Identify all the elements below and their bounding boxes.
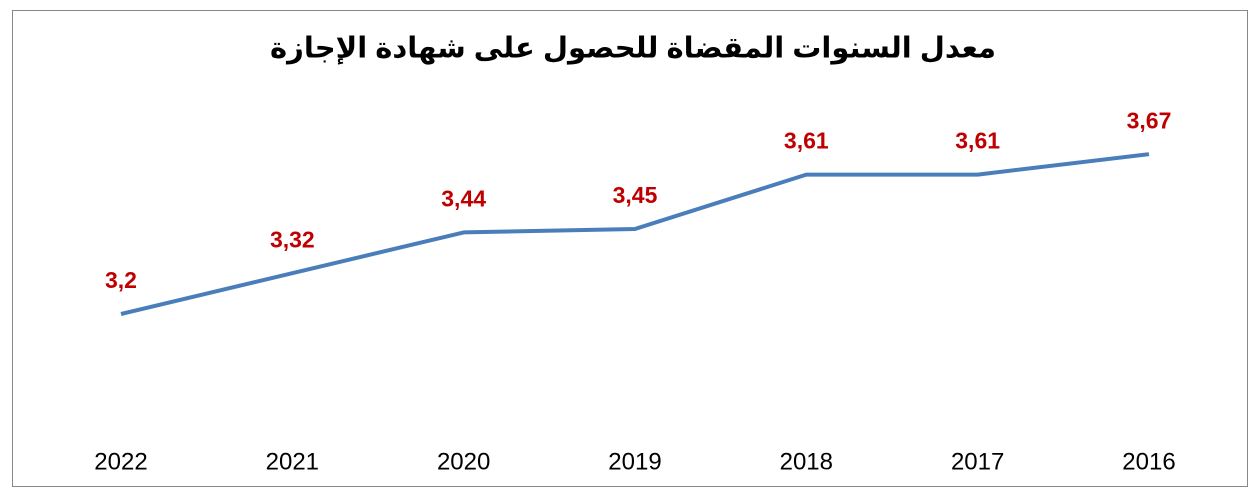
data-label: 3,67	[1127, 107, 1172, 133]
data-label: 3,61	[784, 128, 829, 154]
x-tick-label: 2022	[94, 448, 147, 475]
x-tick-label: 2018	[780, 448, 833, 475]
chart-border	[12, 10, 1248, 487]
data-label: 3,45	[613, 182, 658, 208]
data-label: 3,2	[105, 267, 137, 293]
data-label: 3,61	[955, 128, 1000, 154]
x-tick-label: 2021	[266, 448, 319, 475]
line	[120, 152, 1150, 316]
x-tick-label: 2019	[608, 448, 661, 475]
chart-title: معدل السنوات المقضاة للحصول على شهادة ال…	[270, 33, 996, 65]
x-tick-label: 2016	[1122, 448, 1175, 475]
data-label: 3,32	[270, 226, 315, 252]
x-tick-label: 2020	[437, 448, 490, 475]
data-label: 3,44	[441, 185, 486, 211]
x-tick-label: 2017	[951, 448, 1004, 475]
